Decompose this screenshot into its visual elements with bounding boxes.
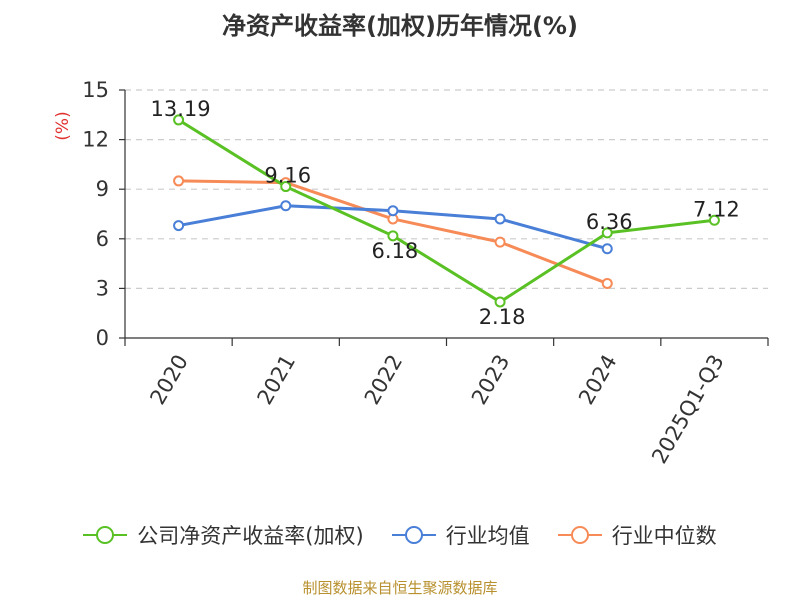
data-point [280, 181, 292, 193]
legend-item[interactable]: 行业中位数 [557, 520, 717, 550]
data-point [173, 220, 185, 232]
x-tick-label: 2021 [253, 351, 301, 409]
x-tick-label: 2020 [145, 351, 193, 409]
data-label: 9.16 [264, 164, 311, 188]
data-label: 13.19 [151, 97, 211, 121]
data-point [494, 296, 506, 308]
data-point [494, 236, 506, 248]
data-source-note: 制图数据来自恒生聚源数据库 [302, 579, 498, 597]
y-tick-label: 15 [82, 78, 109, 102]
series-line [177, 118, 715, 304]
line-chart: 0 3 6 9 12 15 (%) 2020 2021 2022 2023 2024 2025Q1-Q3… [53, 78, 769, 468]
legend-marker-icon [557, 525, 602, 545]
legend-marker-icon [391, 525, 436, 545]
data-label: 6.18 [372, 239, 419, 263]
data-label: 7.12 [693, 197, 740, 221]
data-point [173, 175, 185, 187]
legend-label: 公司净资产收益率(加权) [137, 524, 364, 548]
data-point [173, 114, 185, 126]
chart-title: 净资产收益率(加权)历年情况(%) [222, 12, 578, 40]
data-point [280, 200, 292, 212]
x-tick-label: 2024 [574, 351, 622, 409]
data-point [708, 214, 720, 226]
y-tick-label: 6 [96, 227, 109, 251]
x-tick-label: 2022 [360, 351, 408, 409]
data-point [601, 243, 613, 255]
data-point [494, 213, 506, 225]
legend-label: 行业中位数 [611, 524, 717, 548]
data-point [601, 227, 613, 239]
legend: 公司净资产收益率(加权) 行业均值 行业中位数 [0, 520, 800, 550]
data-point [387, 230, 399, 242]
x-tick-label: 2025Q1-Q3 [647, 351, 729, 468]
data-point [387, 205, 399, 217]
y-tick-label: 9 [96, 177, 109, 201]
legend-item[interactable]: 行业均值 [391, 520, 530, 550]
legend-item[interactable]: 公司净资产收益率(加权) [83, 520, 364, 550]
legend-label: 行业均值 [445, 524, 530, 548]
y-tick-label: 12 [82, 128, 109, 152]
x-tick-label: 2023 [467, 351, 515, 409]
data-label: 2.18 [479, 305, 526, 329]
y-tick-label: 3 [96, 276, 109, 300]
data-label: 6.36 [586, 210, 633, 234]
y-axis-label: (%) [53, 111, 73, 140]
y-tick-label: 0 [96, 326, 109, 350]
data-point [601, 277, 613, 289]
legend-marker-icon [83, 525, 128, 545]
